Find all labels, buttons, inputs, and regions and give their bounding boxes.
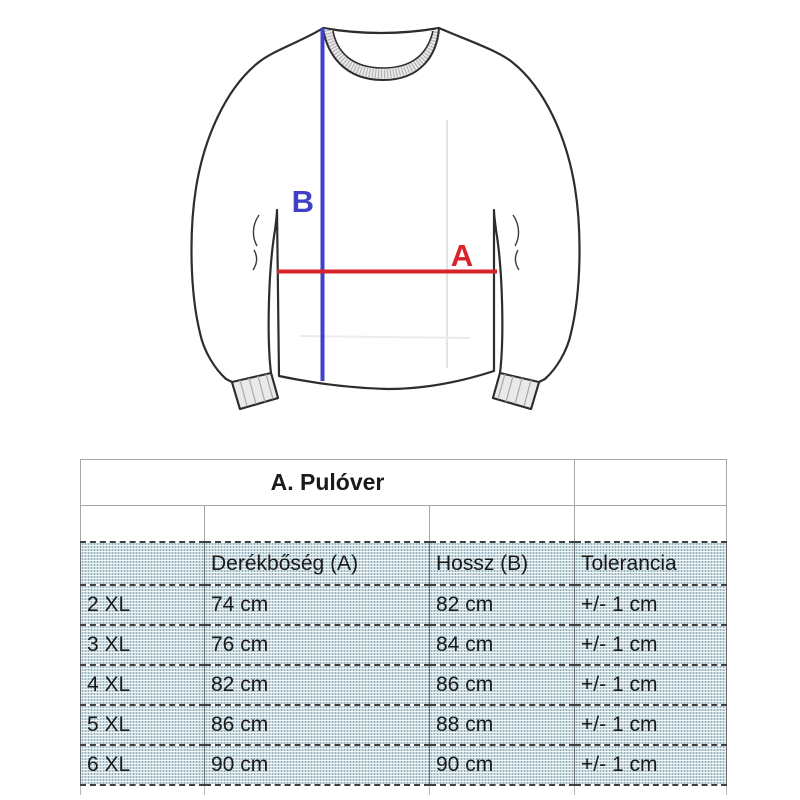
label-b: B — [292, 184, 314, 219]
empty-cell — [204, 505, 430, 543]
col-header-tolerance: Tolerancia — [574, 541, 728, 586]
table-row: 6 XL 90 cm 90 cm +/- 1 cm — [80, 744, 728, 786]
table-row: 5 XL 86 cm 88 cm +/- 1 cm — [80, 704, 728, 746]
length-cell: 84 cm — [428, 624, 576, 666]
col-header-waist: Derékbőség (A) — [204, 541, 430, 586]
partial-row — [80, 785, 728, 795]
col-header-size — [80, 541, 205, 586]
size-table-container: A. Pulóver Derékbőség (A) Hossz (B) Tole… — [79, 459, 728, 795]
waist-cell: 90 cm — [204, 744, 430, 786]
tolerance-cell: +/- 1 cm — [574, 624, 728, 666]
table-title: A. Pulóver — [79, 459, 576, 506]
table-row: 4 XL 82 cm 86 cm +/- 1 cm — [80, 664, 728, 706]
empty-cell — [204, 785, 430, 795]
size-table: A. Pulóver Derékbőség (A) Hossz (B) Tole… — [79, 459, 728, 795]
size-cell: 2 XL — [80, 584, 205, 626]
wrinkle-left — [252, 214, 260, 271]
sweater-cuff-right — [492, 372, 540, 410]
sweater-cuff-left — [231, 372, 279, 410]
col-header-length: Hossz (B) — [428, 541, 576, 586]
size-cell: 5 XL — [80, 704, 205, 746]
size-cell: 4 XL — [80, 664, 205, 706]
spacer-row — [80, 505, 728, 543]
wrinkle-right — [512, 214, 520, 271]
sweater-collar — [322, 27, 441, 82]
table-row: 3 XL 76 cm 84 cm +/- 1 cm — [80, 624, 728, 666]
size-cell: 3 XL — [80, 624, 205, 666]
tolerance-cell: +/- 1 cm — [574, 664, 728, 706]
empty-cell — [574, 785, 728, 795]
empty-cell — [428, 505, 576, 543]
waist-cell: 82 cm — [204, 664, 430, 706]
table-row: 2 XL 74 cm 82 cm +/- 1 cm — [80, 584, 728, 626]
empty-cell — [80, 785, 205, 795]
label-a: A — [451, 238, 473, 273]
tolerance-cell: +/- 1 cm — [574, 744, 728, 786]
length-cell: 82 cm — [428, 584, 576, 626]
sweater-diagram: B A — [190, 26, 581, 411]
waist-cell: 86 cm — [204, 704, 430, 746]
tolerance-cell: +/- 1 cm — [574, 704, 728, 746]
empty-cell — [574, 505, 728, 543]
waist-cell: 76 cm — [204, 624, 430, 666]
header-row: Derékbőség (A) Hossz (B) Tolerancia — [80, 541, 728, 586]
table-title-row: A. Pulóver — [79, 459, 728, 506]
empty-cell — [574, 459, 728, 506]
length-cell: 88 cm — [428, 704, 576, 746]
empty-cell — [428, 785, 576, 795]
size-cell: 6 XL — [80, 744, 205, 786]
length-cell: 86 cm — [428, 664, 576, 706]
waist-cell: 74 cm — [204, 584, 430, 626]
crease-line — [299, 335, 471, 339]
tolerance-cell: +/- 1 cm — [574, 584, 728, 626]
length-cell: 90 cm — [428, 744, 576, 786]
empty-cell — [80, 505, 205, 543]
sweater-outline — [190, 26, 581, 411]
